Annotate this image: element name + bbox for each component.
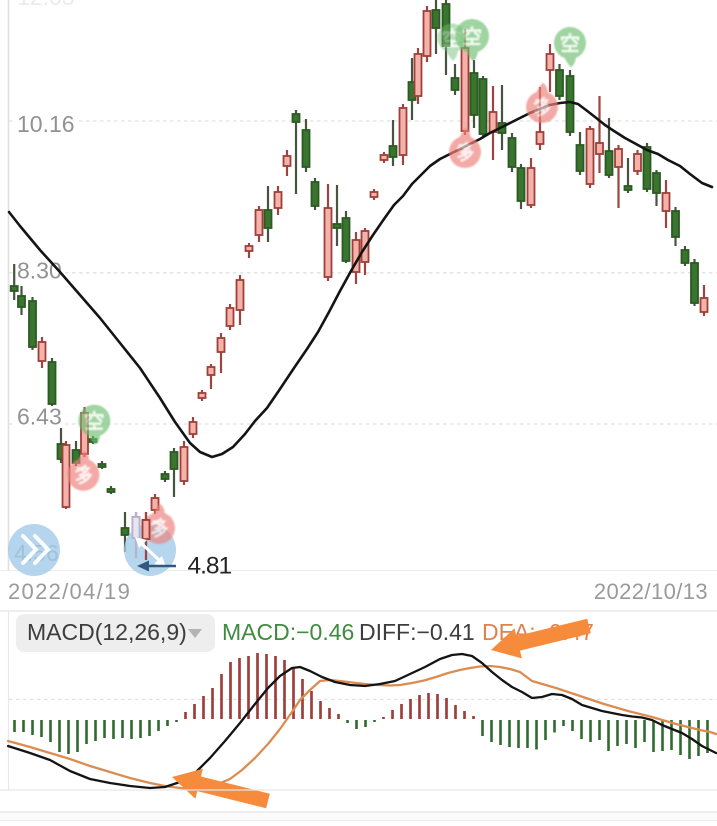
svg-text:MACD(12,26,9): MACD(12,26,9) [27, 619, 187, 645]
svg-text:12.03: 12.03 [17, 0, 75, 10]
svg-text:10.16: 10.16 [17, 111, 75, 137]
svg-text:DIFF:−0.41: DIFF:−0.41 [359, 619, 475, 645]
svg-text:4.81: 4.81 [188, 553, 232, 580]
svg-text:6.43: 6.43 [17, 404, 62, 430]
svg-text:2022/04/19: 2022/04/19 [8, 579, 131, 604]
svg-text:2022/10/13: 2022/10/13 [594, 579, 708, 604]
svg-text:MACD:−0.46: MACD:−0.46 [222, 619, 354, 645]
svg-text:8.30: 8.30 [17, 258, 62, 284]
